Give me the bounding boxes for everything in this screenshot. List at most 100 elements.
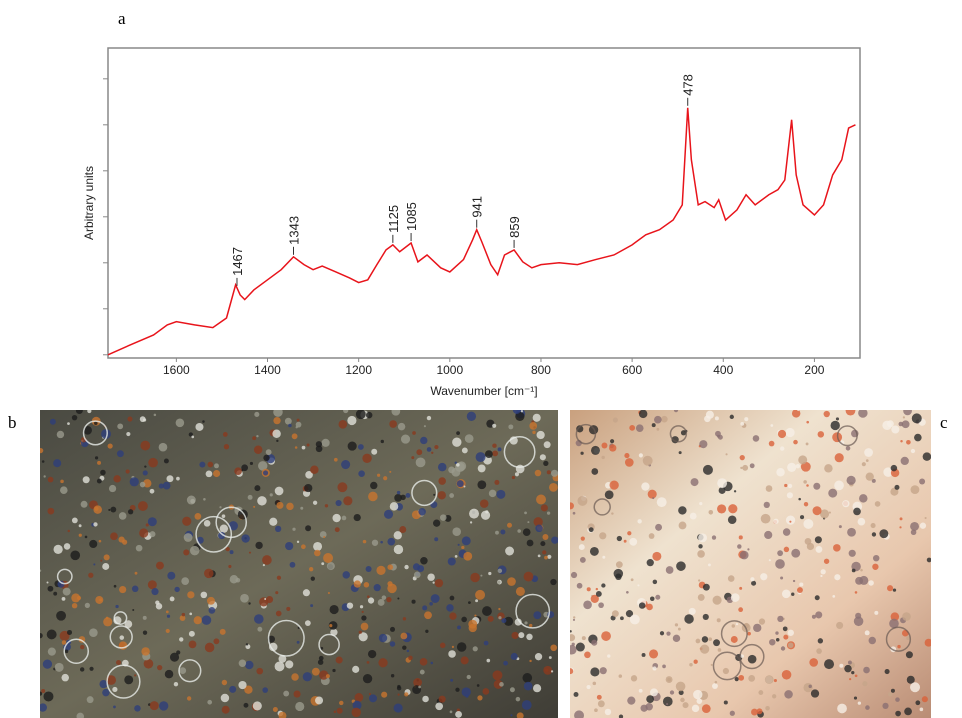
grain	[764, 502, 770, 508]
grain	[492, 443, 496, 447]
grain	[923, 452, 932, 461]
grain	[387, 564, 393, 570]
grain	[550, 579, 556, 585]
grain	[616, 561, 623, 568]
grain	[457, 626, 461, 630]
grain	[636, 424, 644, 432]
grain	[545, 668, 548, 671]
grain	[176, 477, 180, 481]
grain	[542, 550, 546, 554]
grain	[911, 485, 920, 494]
peak-label: 941	[470, 196, 485, 218]
grain	[540, 454, 546, 460]
grain	[204, 520, 211, 527]
grain	[527, 521, 529, 523]
grain	[303, 672, 312, 681]
grain	[60, 480, 64, 484]
grain	[248, 602, 250, 604]
grain	[824, 559, 829, 564]
grain	[815, 536, 822, 543]
grain	[796, 464, 800, 468]
grain	[369, 693, 371, 695]
grain	[224, 444, 229, 449]
grain	[806, 484, 809, 487]
grain	[228, 565, 231, 568]
grain	[181, 577, 189, 585]
grain	[613, 417, 618, 422]
grain	[517, 529, 521, 533]
grain	[488, 572, 491, 575]
grain	[522, 673, 532, 683]
grain	[230, 550, 234, 554]
grain	[254, 412, 259, 417]
grain	[629, 538, 637, 546]
grain	[833, 544, 841, 552]
grain	[439, 696, 446, 703]
grain	[702, 636, 708, 642]
grain	[184, 533, 193, 542]
grain	[851, 671, 854, 674]
grain	[462, 448, 468, 454]
grain	[683, 702, 689, 708]
grain	[580, 452, 583, 455]
grain	[549, 483, 558, 492]
x-tick-label: 600	[622, 363, 642, 377]
panel-label: b	[8, 413, 17, 432]
grain	[434, 445, 438, 449]
grain	[414, 571, 421, 578]
grain	[690, 513, 697, 520]
grain	[214, 463, 219, 468]
grain	[788, 484, 792, 488]
grain	[900, 440, 902, 442]
grain	[573, 616, 575, 618]
grain	[906, 651, 913, 658]
grain	[612, 610, 619, 617]
grain	[207, 597, 215, 605]
grain	[731, 636, 738, 643]
grain	[420, 437, 427, 444]
grain	[431, 452, 433, 454]
grain	[637, 519, 641, 523]
grain	[380, 541, 383, 544]
grain	[144, 659, 154, 669]
grain	[425, 630, 428, 633]
grain	[847, 476, 856, 485]
grain	[787, 492, 793, 498]
grain	[221, 694, 229, 702]
grain	[652, 552, 661, 561]
grain	[53, 459, 61, 467]
grain	[433, 582, 435, 584]
grain	[337, 482, 347, 492]
grain	[146, 523, 149, 526]
grain	[170, 597, 175, 602]
grain	[739, 535, 743, 539]
grain	[713, 639, 720, 646]
grain	[194, 513, 201, 520]
grain	[79, 534, 82, 537]
grain	[99, 598, 102, 601]
grain	[740, 654, 744, 658]
grain	[836, 622, 843, 629]
grain	[647, 559, 654, 566]
grain	[703, 584, 710, 591]
grain	[191, 436, 194, 439]
grain	[769, 559, 771, 561]
grain	[761, 514, 771, 524]
grain	[660, 631, 664, 635]
grain	[54, 545, 63, 554]
grain	[144, 465, 146, 467]
grain	[732, 624, 735, 627]
grain	[573, 512, 576, 515]
grain	[828, 489, 837, 498]
grain	[457, 480, 464, 487]
grain	[609, 444, 616, 451]
grain	[275, 661, 285, 671]
grain	[311, 577, 315, 581]
grain	[643, 456, 653, 466]
grain	[678, 506, 686, 514]
grain	[81, 501, 88, 508]
grain	[456, 463, 460, 467]
grain	[44, 475, 46, 477]
grain	[368, 650, 376, 658]
grain	[496, 490, 505, 499]
